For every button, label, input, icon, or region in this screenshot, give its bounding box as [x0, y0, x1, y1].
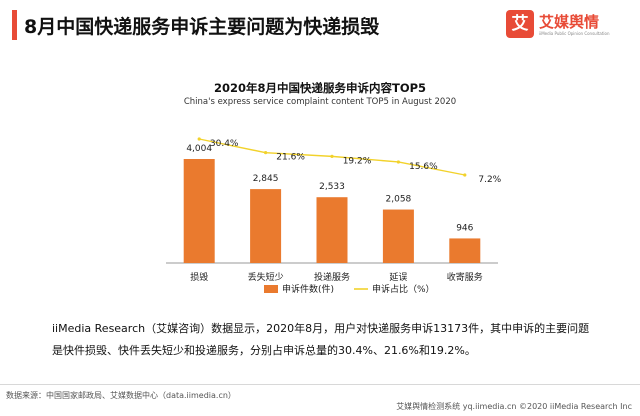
- bar-value-label: 946: [456, 223, 473, 233]
- page-title: 8月中国快递服务申诉主要问题为快递损毁: [24, 16, 380, 38]
- footer-divider: [0, 384, 640, 385]
- brand-tagline: iiMedia Public Opinion Consultation: [539, 31, 610, 36]
- percentage-label: 7.2%: [478, 175, 501, 185]
- bar-value-label: 2,533: [319, 182, 345, 192]
- footer-source: 数据来源：中国国家邮政局、艾媒数据中心（data.iimedia.cn）: [6, 391, 236, 400]
- percentage-label: 15.6%: [409, 162, 438, 172]
- legend-line-label: 申诉占比（%）: [372, 283, 435, 295]
- brand-mark-icon: 艾: [506, 10, 534, 38]
- x-tick-label: 延误: [389, 271, 407, 283]
- legend-bar-swatch: [264, 285, 278, 293]
- title-accent-bar: [12, 10, 17, 40]
- bar-value-label: 2,845: [253, 174, 279, 184]
- chart-title: 2020年8月中国快递服务申诉内容TOP5: [213, 81, 427, 95]
- bar-value-label: 4,004: [186, 144, 212, 154]
- x-tick-label: 损毁: [190, 271, 208, 283]
- footer-copyright: 艾媒舆情检测系统 yq.iimedia.cn ©2020 iiMedia Res…: [396, 402, 632, 411]
- brand-logo: 艾 艾媒舆情 iiMedia Public Opinion Consultati…: [506, 10, 626, 42]
- percentage-point: [330, 154, 334, 158]
- brand-name: 艾媒舆情: [539, 13, 600, 31]
- legend-bar-label: 申诉件数(件): [282, 283, 334, 295]
- percentage-point: [463, 173, 467, 177]
- body-paragraph: iiMedia Research（艾媒咨询）数据显示，2020年8月，用户对快递…: [52, 322, 590, 357]
- bar-1: [183, 159, 215, 263]
- x-tick-label: 丢失短少: [248, 271, 284, 283]
- bar-3: [316, 197, 348, 263]
- percentage-point: [264, 151, 268, 155]
- bar-5: [449, 238, 481, 263]
- percentage-label: 21.6%: [276, 153, 305, 163]
- bar-2: [250, 189, 282, 263]
- x-tick-label: 投递服务: [314, 271, 350, 283]
- chart-subtitle: China's express service complaint conten…: [183, 97, 457, 107]
- x-tick-label: 收寄服务: [447, 271, 483, 283]
- percentage-label: 19.2%: [343, 156, 372, 166]
- percentage-point: [396, 160, 400, 164]
- percentage-label: 30.4%: [210, 139, 239, 149]
- percentage-point: [197, 137, 201, 141]
- bar-value-label: 2,058: [386, 195, 412, 205]
- bar-4: [382, 209, 414, 263]
